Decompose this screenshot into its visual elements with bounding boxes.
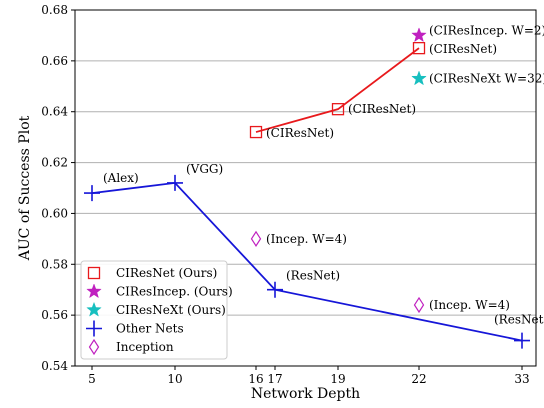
data-point bbox=[250, 230, 262, 247]
y-tick-label: 0.62 bbox=[41, 156, 68, 170]
legend-entry: Inception bbox=[116, 340, 174, 354]
point-label: (CIResIncep. W=2) bbox=[429, 23, 544, 37]
plot-frame bbox=[74, 9, 537, 367]
legend-marker bbox=[87, 266, 101, 280]
legend-entry: CIResNet (Ours) bbox=[116, 266, 217, 280]
legend-entry: Other Nets bbox=[116, 322, 184, 336]
point-label: (CIResNet) bbox=[348, 102, 416, 116]
data-point bbox=[84, 185, 100, 202]
x-tick-label: 33 bbox=[514, 372, 529, 386]
series-lines bbox=[91, 47, 523, 342]
x-tick-label: 5 bbox=[88, 372, 96, 386]
y-tick-label: 0.54 bbox=[41, 359, 68, 373]
point-label: (Incep. W=4) bbox=[266, 232, 347, 246]
legend-entry: CIResIncep. (Ours) bbox=[116, 285, 233, 299]
legend: CIResNet (Ours) CIResIncep. (Ours) CIResNe… bbox=[80, 260, 233, 360]
legend-marker bbox=[86, 301, 102, 317]
x-tick-label: 22 bbox=[411, 372, 426, 386]
legend-entry: CIResNeXt (Ours) bbox=[116, 303, 226, 317]
data-point bbox=[249, 125, 263, 139]
x-tick-label: 16 bbox=[248, 372, 263, 386]
point-label: (VGG) bbox=[186, 162, 223, 176]
data-point bbox=[412, 41, 426, 55]
series-line bbox=[255, 47, 420, 133]
data-markers bbox=[84, 27, 530, 349]
y-axis-ticks: 0.54 0.56 0.58 0.60 0.62 0.64 0.66 0.68 bbox=[41, 3, 75, 373]
data-point bbox=[411, 70, 427, 86]
point-annotations: (CIResNet) (CIResNet) (CIResNet) (CIResInce… bbox=[103, 23, 544, 326]
x-axis-label: Network Depth bbox=[251, 386, 360, 402]
data-point bbox=[514, 332, 530, 349]
data-point bbox=[331, 103, 345, 116]
x-axis-ticks: 5 10 16 17 19 22 33 bbox=[88, 366, 530, 386]
data-point bbox=[411, 27, 427, 43]
x-tick-label: 10 bbox=[167, 372, 182, 386]
x-tick-label: 19 bbox=[330, 372, 345, 386]
data-point bbox=[267, 281, 283, 298]
series-line bbox=[91, 181, 523, 342]
point-label: (CIResNet) bbox=[429, 42, 497, 56]
point-label: (Incep. W=4) bbox=[429, 298, 510, 312]
data-point bbox=[413, 296, 425, 314]
y-axis-label: AUC of Success Plot bbox=[17, 115, 33, 261]
y-tick-label: 0.68 bbox=[41, 3, 68, 17]
point-label: (CIResNeXt W=32) bbox=[429, 72, 544, 86]
point-label: (ResNet) bbox=[494, 313, 544, 327]
legend-box bbox=[80, 260, 228, 360]
y-tick-label: 0.64 bbox=[41, 105, 68, 119]
legend-marker bbox=[86, 320, 102, 337]
point-label: (ResNet) bbox=[286, 269, 340, 283]
point-label: (Alex) bbox=[103, 171, 139, 185]
y-tick-label: 0.66 bbox=[41, 54, 68, 68]
y-tick-label: 0.56 bbox=[41, 308, 68, 322]
y-tick-label: 0.60 bbox=[41, 206, 68, 220]
point-label: (CIResNet) bbox=[266, 126, 334, 140]
data-point bbox=[167, 174, 183, 191]
y-tick-label: 0.58 bbox=[41, 257, 68, 271]
legend-marker bbox=[86, 283, 102, 299]
x-tick-label: 17 bbox=[267, 372, 282, 386]
legend-marker bbox=[88, 338, 100, 356]
